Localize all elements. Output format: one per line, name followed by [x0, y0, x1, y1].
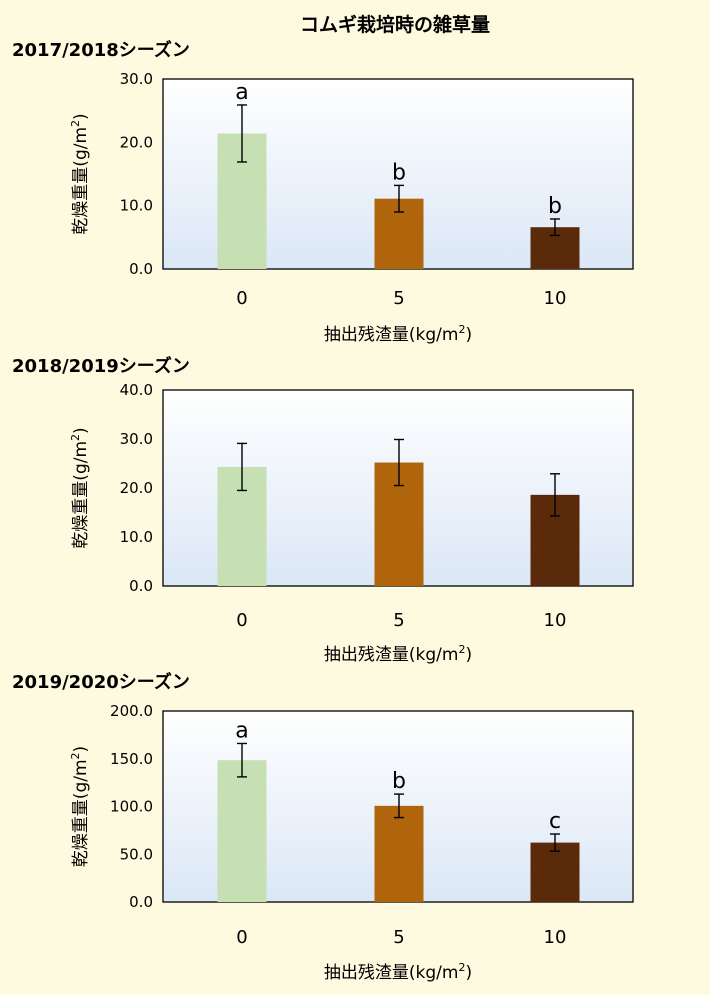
error-bar: [237, 104, 247, 163]
error-bar: [394, 184, 404, 213]
y-tick-label: 50.0: [120, 845, 153, 863]
chart-title: 2017/2018シーズン: [12, 39, 190, 61]
x-category-label: 5: [393, 288, 404, 309]
y-tick-label: 0.0: [129, 577, 153, 595]
significance-letter: b: [392, 769, 406, 794]
x-axis-label: 抽出残渣量(kg/m2): [324, 643, 472, 665]
y-tick-label: 0.0: [129, 893, 153, 911]
error-bar: [550, 218, 560, 237]
y-tick-label: 20.0: [120, 133, 153, 151]
significance-letter: b: [548, 194, 562, 219]
bar-5: [374, 805, 424, 902]
y-tick-label: 30.0: [120, 70, 153, 88]
x-axis-label: 抽出残渣量(kg/m2): [324, 961, 472, 983]
error-bar: [550, 833, 560, 852]
error-bar: [237, 742, 247, 778]
error-bar: [394, 793, 404, 819]
y-tick-label: 10.0: [120, 528, 153, 546]
chart-title: 2019/2020シーズン: [12, 671, 190, 693]
y-tick-label: 200.0: [110, 702, 153, 720]
y-tick-label: 150.0: [110, 750, 153, 768]
x-category-label: 0: [236, 288, 247, 309]
y-tick-label: 40.0: [120, 381, 153, 399]
bar-10: [530, 842, 580, 902]
significance-letter: a: [235, 718, 248, 743]
x-category-label: 0: [236, 610, 247, 631]
x-category-label: 5: [393, 927, 404, 948]
error-bar: [237, 442, 247, 492]
chart-panel-2: 2018/2019シーズン 0.0 10.0 20.0 30.0 40.0 0 5 10 抽出残渣…: [12, 355, 634, 665]
significance-letter: b: [392, 160, 406, 185]
chart-title: 2018/2019シーズン: [12, 355, 190, 377]
error-bar: [550, 473, 560, 517]
x-category-label: 10: [544, 927, 567, 948]
bar-0: [217, 760, 267, 902]
y-tick-label: 10.0: [120, 197, 153, 215]
x-category-label: 10: [544, 288, 567, 309]
x-category-label: 0: [236, 927, 247, 948]
y-axis-label: 乾燥重量(g/m2): [69, 113, 91, 234]
significance-letter: a: [235, 80, 248, 105]
chart-panel-1: 2017/2018シーズン 0.0 10.0 20.0 30.0 a 0 b 5 b 10 抽出残渣量…: [12, 39, 634, 345]
x-axis-label: 抽出残渣量(kg/m2): [324, 323, 472, 345]
figure-title: コムギ栽培時の雑草量: [300, 13, 490, 36]
chart-panel-3: 2019/2020シーズン 0.0 50.0 100.0 150.0 200.0 a 0 b 5 c…: [12, 671, 634, 983]
y-axis-label: 乾燥重量(g/m2): [69, 746, 91, 867]
error-bar: [394, 438, 404, 487]
y-axis-label: 乾燥重量(g/m2): [69, 427, 91, 548]
y-tick-label: 100.0: [110, 798, 153, 816]
x-category-label: 10: [544, 610, 567, 631]
y-tick-label: 20.0: [120, 479, 153, 497]
y-tick-label: 30.0: [120, 430, 153, 448]
panels: 2017/2018シーズン 0.0 10.0 20.0 30.0 a 0 b 5 b 10 抽出残渣量…: [12, 39, 634, 983]
y-tick-label: 0.0: [129, 260, 153, 278]
significance-letter: c: [549, 809, 561, 834]
x-category-label: 5: [393, 610, 404, 631]
